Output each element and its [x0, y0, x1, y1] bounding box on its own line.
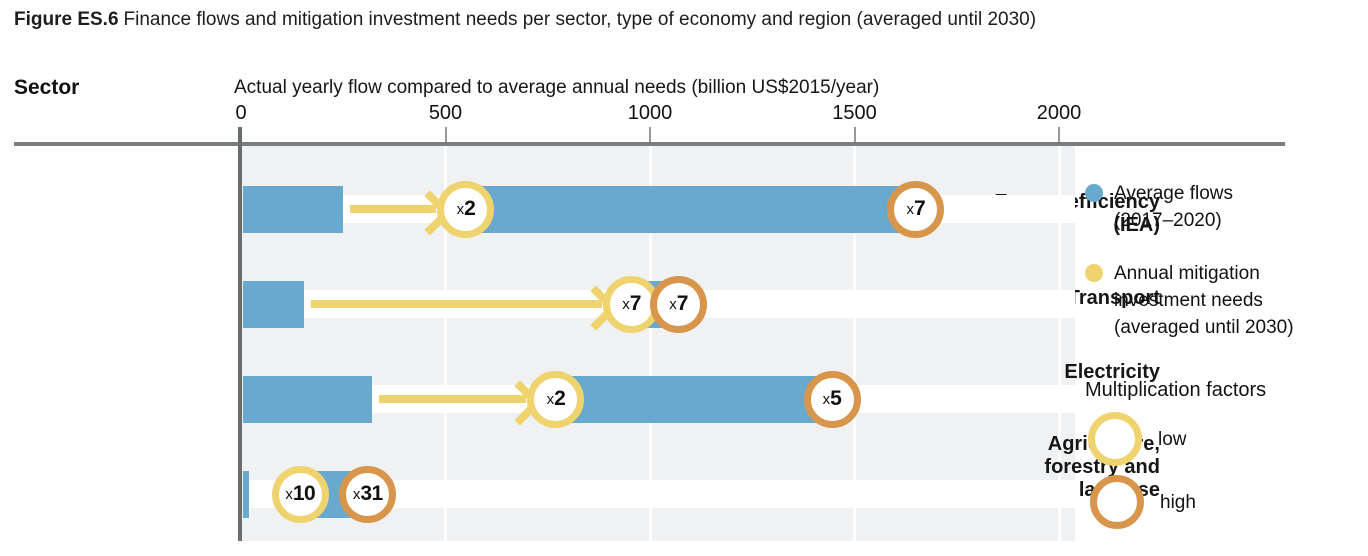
- legend-needs-label: Annual mitigation investment needs (aver…: [1114, 263, 1294, 338]
- factor-value: 7: [914, 197, 926, 220]
- sector-label-3: Electricity: [940, 361, 1160, 384]
- factor-value: 31: [360, 482, 383, 505]
- legend-low-ring-icon: [1088, 412, 1142, 466]
- legend-flows-label: Average flows (2017–2020): [1114, 183, 1233, 231]
- tick-label-500: 500: [428, 102, 463, 124]
- factor-value: 10: [292, 482, 316, 505]
- gridline-500: [444, 146, 447, 541]
- factor-value: 7: [676, 292, 689, 315]
- factor-prefix: x: [546, 390, 555, 408]
- flow-bar: [243, 470, 250, 518]
- factor-value: 2: [464, 197, 476, 220]
- legend-flows-swatch: [1085, 184, 1103, 202]
- needs-range-bar: [555, 375, 832, 423]
- figure-number: Figure ES.6: [14, 9, 119, 30]
- factor-value: 2: [554, 387, 566, 410]
- figure-title-text: Finance flows and mitigation investment …: [123, 9, 1037, 30]
- sector-label-2: Transport: [940, 287, 1160, 310]
- needs-arrow-shaft: [350, 205, 436, 213]
- needs-arrow-shaft: [311, 300, 602, 308]
- factor-prefix: x: [669, 295, 677, 313]
- factor-prefix: x: [352, 485, 361, 503]
- x-axis-rule: [14, 142, 1285, 146]
- legend-low-label: low: [1158, 429, 1187, 450]
- gridline-1500: [853, 146, 856, 541]
- high-factor-circle: x 31: [339, 465, 397, 523]
- sector-label-line: forestry and: [1044, 456, 1160, 478]
- tick-label-1500: 1500: [832, 102, 877, 124]
- sector-axis-header: Sector: [14, 76, 80, 99]
- sector-label-line: Electricity: [1064, 361, 1160, 383]
- flow-bar: [243, 375, 372, 423]
- legend-high-ring-icon: [1090, 475, 1144, 529]
- factor-prefix: x: [456, 200, 465, 218]
- legend-factors-heading: Multiplication factors: [1085, 379, 1267, 401]
- gridline-2000: [1057, 146, 1061, 541]
- factor-prefix: x: [622, 295, 630, 313]
- y-axis-line: [238, 127, 242, 541]
- factor-prefix: x: [822, 390, 831, 408]
- tick-mark-1000: [649, 127, 651, 142]
- legend-needs-swatch: [1085, 264, 1103, 282]
- needs-arrow-shaft: [378, 395, 526, 403]
- figure-title: Figure ES.6 Finance flows and mitigation …: [14, 8, 1036, 32]
- low-factor-circle: x 10: [271, 465, 329, 523]
- legend-high-label: high: [1160, 492, 1196, 513]
- factor-value: 7: [629, 292, 642, 315]
- tick-mark-1500: [853, 127, 856, 142]
- needs-range-bar: [465, 185, 916, 233]
- factor-prefix: x: [906, 200, 915, 218]
- gridline-1000: [648, 146, 652, 541]
- tick-label-2000: 2000: [1036, 102, 1082, 124]
- flow-bar: [243, 185, 344, 233]
- sector-label-line: (IEA): [1113, 214, 1160, 236]
- tick-label-0: 0: [235, 102, 247, 124]
- factor-value: 5: [830, 387, 842, 410]
- tick-label-1000: 1000: [627, 102, 673, 124]
- tick-mark-2000: [1058, 127, 1060, 142]
- factor-prefix: x: [285, 485, 293, 503]
- x-axis-title: Actual yearly flow compared to average a…: [234, 77, 880, 98]
- flow-bar: [243, 280, 305, 328]
- sector-label-line: Transport: [1067, 287, 1160, 309]
- tick-mark-500: [444, 127, 447, 142]
